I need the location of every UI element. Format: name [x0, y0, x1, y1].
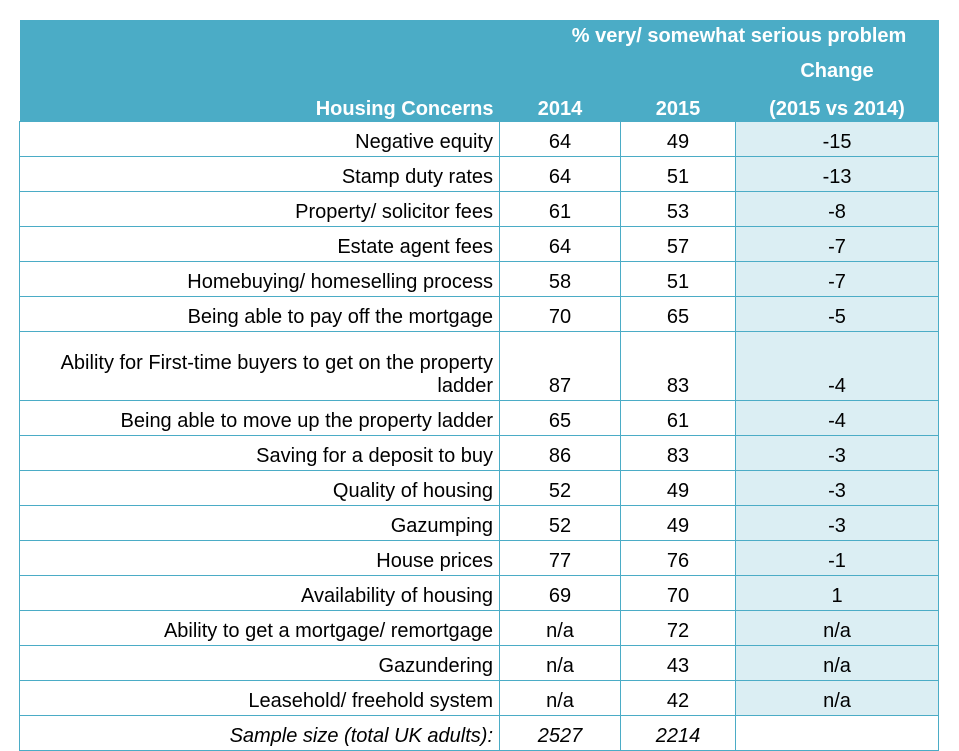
- value-2014-cell: n/a: [499, 645, 621, 681]
- table-row: Property/ solicitor fees 61 53 -8: [19, 191, 940, 227]
- value-2015-cell: 72: [620, 610, 736, 646]
- concern-cell: Gazumping: [19, 505, 500, 541]
- change-cell: -3: [734, 470, 940, 506]
- change-cell: -7: [734, 261, 940, 297]
- value-2015-cell: 42: [620, 680, 736, 716]
- table-row: Gazundering n/a 43 n/a: [19, 645, 940, 681]
- concern-cell: Stamp duty rates: [19, 156, 500, 192]
- concern-cell: Estate agent fees: [19, 226, 500, 262]
- change-cell: n/a: [734, 645, 940, 681]
- header-blank: [499, 53, 621, 90]
- year-2014-header: 2014: [499, 90, 621, 122]
- housing-concerns-table: % very/ somewhat serious problem Change …: [19, 20, 940, 751]
- value-2015-cell: 83: [620, 331, 736, 401]
- concern-cell: Leasehold/ freehold system: [19, 680, 500, 716]
- concern-cell: Ability for First-time buyers to get on …: [19, 331, 500, 401]
- table-row: Being able to move up the property ladde…: [19, 400, 940, 436]
- value-2015-cell: 49: [620, 505, 736, 541]
- value-2015-cell: 43: [620, 645, 736, 681]
- header-blank: [19, 53, 500, 90]
- value-2015-cell: 76: [620, 540, 736, 576]
- concern-cell: Negative equity: [19, 121, 500, 157]
- change-cell: -8: [734, 191, 940, 227]
- concern-cell: Being able to move up the property ladde…: [19, 400, 500, 436]
- value-2014-cell: 86: [499, 435, 621, 471]
- sample-size-2014: 2527: [499, 715, 621, 751]
- change-cell: n/a: [734, 680, 940, 716]
- table-row: Saving for a deposit to buy 86 83 -3: [19, 435, 940, 471]
- table-row: Being able to pay off the mortgage 70 65 -5: [19, 296, 940, 332]
- value-2015-cell: 53: [620, 191, 736, 227]
- value-2014-cell: 64: [499, 156, 621, 192]
- header-blank: [620, 53, 736, 90]
- year-2015-header: 2015: [620, 90, 736, 122]
- concern-column-header: Housing Concerns: [19, 90, 500, 122]
- change-cell: n/a: [734, 610, 940, 646]
- table-row: Estate agent fees 64 57 -7: [19, 226, 940, 262]
- table-row: Availability of housing 69 70 1: [19, 575, 940, 611]
- value-2014-cell: 58: [499, 261, 621, 297]
- table-row: Ability for First-time buyers to get on …: [19, 331, 940, 401]
- value-2014-cell: 69: [499, 575, 621, 611]
- change-header-line1: Change: [735, 53, 939, 90]
- value-2014-cell: 87: [499, 331, 621, 401]
- value-2015-cell: 83: [620, 435, 736, 471]
- change-cell: -3: [734, 435, 940, 471]
- value-2014-cell: 77: [499, 540, 621, 576]
- concern-cell: House prices: [19, 540, 500, 576]
- change-cell: -13: [734, 156, 940, 192]
- change-cell: -5: [734, 296, 940, 332]
- value-2015-cell: 70: [620, 575, 736, 611]
- table-row: House prices 77 76 -1: [19, 540, 940, 576]
- value-2015-cell: 51: [620, 156, 736, 192]
- value-2014-cell: 52: [499, 505, 621, 541]
- table-header: % very/ somewhat serious problem Change …: [19, 20, 939, 122]
- table-row: Negative equity 64 49 -15: [19, 121, 940, 157]
- header-blank: [19, 20, 500, 53]
- value-2014-cell: 61: [499, 191, 621, 227]
- value-2014-cell: n/a: [499, 680, 621, 716]
- sample-size-label: Sample size (total UK adults):: [19, 715, 500, 751]
- value-2015-cell: 61: [620, 400, 736, 436]
- value-2015-cell: 65: [620, 296, 736, 332]
- value-2014-cell: 52: [499, 470, 621, 506]
- table-row: Ability to get a mortgage/ remortgage n/a…: [19, 610, 940, 646]
- table-row: Quality of housing 52 49 -3: [19, 470, 940, 506]
- value-2014-cell: 65: [499, 400, 621, 436]
- value-2015-cell: 51: [620, 261, 736, 297]
- concern-cell: Property/ solicitor fees: [19, 191, 500, 227]
- concern-cell: Saving for a deposit to buy: [19, 435, 500, 471]
- table-body: Negative equity 64 49 -15 Stamp duty rates 64…: [19, 121, 940, 751]
- concern-cell: Gazundering: [19, 645, 500, 681]
- change-cell: -7: [734, 226, 940, 262]
- change-cell: -3: [734, 505, 940, 541]
- sample-size-2015: 2214: [620, 715, 736, 751]
- change-header-line2: (2015 vs 2014): [735, 90, 939, 122]
- concern-cell: Being able to pay off the mortgage: [19, 296, 500, 332]
- concern-cell: Quality of housing: [19, 470, 500, 506]
- value-2014-cell: 70: [499, 296, 621, 332]
- value-2015-cell: 57: [620, 226, 736, 262]
- change-cell: -4: [734, 400, 940, 436]
- table-row: Stamp duty rates 64 51 -13: [19, 156, 940, 192]
- concern-cell: Availability of housing: [19, 575, 500, 611]
- value-2014-cell: n/a: [499, 610, 621, 646]
- concern-cell: Ability to get a mortgage/ remortgage: [19, 610, 500, 646]
- value-2014-cell: 64: [499, 121, 621, 157]
- table-row: Leasehold/ freehold system n/a 42 n/a: [19, 680, 940, 716]
- change-cell: 1: [734, 575, 940, 611]
- change-cell: -4: [734, 331, 940, 401]
- value-2015-cell: 49: [620, 121, 736, 157]
- table-row: Homebuying/ homeselling process 58 51 -7: [19, 261, 940, 297]
- value-2015-cell: 49: [620, 470, 736, 506]
- sample-size-change: [734, 715, 940, 751]
- change-cell: -1: [734, 540, 940, 576]
- sample-size-row: Sample size (total UK adults): 2527 2214: [19, 715, 940, 751]
- table-row: Gazumping 52 49 -3: [19, 505, 940, 541]
- concern-cell: Homebuying/ homeselling process: [19, 261, 500, 297]
- value-2014-cell: 64: [499, 226, 621, 262]
- group-title: % very/ somewhat serious problem: [499, 20, 939, 53]
- change-cell: -15: [734, 121, 940, 157]
